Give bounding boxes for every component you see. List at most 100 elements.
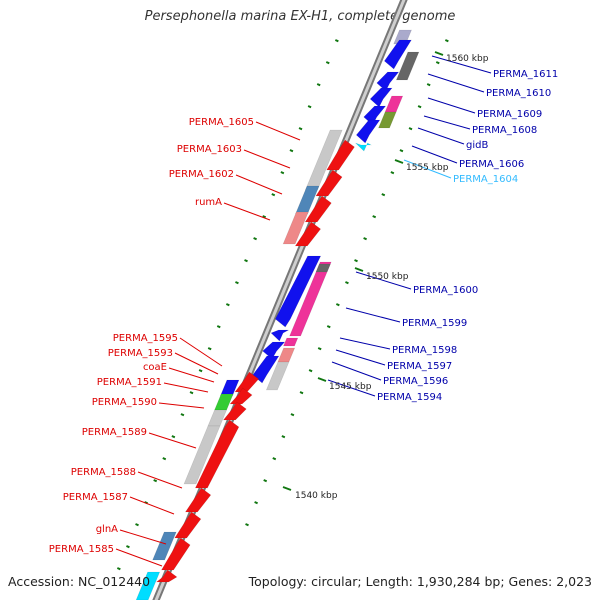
gene-perma-1602[interactable]: [315, 169, 343, 197]
gene-perma-1599[interactable]: [289, 261, 332, 337]
tick-mark: [354, 259, 358, 263]
gene-perma-1609[interactable]: [384, 95, 404, 113]
gene-label-perma-1589[interactable]: PERMA_1589: [82, 427, 147, 438]
tick-mark: [116, 567, 121, 571]
gene-label-perma-1609[interactable]: PERMA_1609: [477, 109, 542, 120]
gene-label-perma-1599[interactable]: PERMA_1599: [402, 318, 467, 329]
gene-perma-1610[interactable]: [395, 51, 420, 81]
tick-mark: [254, 501, 258, 505]
gene-perma-1608[interactable]: [378, 111, 397, 129]
gene-perma-1606[interactable]: [355, 119, 381, 144]
gene-perma-1588[interactable]: [184, 487, 212, 513]
gene-perma-1604[interactable]: [355, 142, 373, 152]
topology-text: Topology: circular; Length: 1,930,284 bp…: [248, 574, 592, 589]
kbp-label-1555: 1555 kbp: [406, 163, 449, 173]
kbp-label-1540: 1540 kbp: [295, 491, 338, 501]
gene-label-perma-1606[interactable]: PERMA_1606: [459, 159, 524, 170]
gene-perma-1603[interactable]: [326, 139, 355, 171]
gene-perma-1587[interactable]: [174, 511, 202, 539]
gene-label-perma-1598[interactable]: PERMA_1598: [392, 345, 457, 356]
leader-glna: [119, 529, 167, 545]
gene-perma-1611[interactable]: [383, 39, 412, 70]
gene-label-perma-1604[interactable]: PERMA_1604: [453, 174, 518, 185]
label-leaders: [115, 55, 492, 567]
gene-perma-1598[interactable]: [270, 329, 289, 342]
gene-perma-1594-b[interactable]: [265, 361, 290, 391]
gene-perma-1585[interactable]: [135, 571, 161, 600]
leader-coae: [168, 367, 215, 383]
gene-perma-1600[interactable]: [274, 255, 322, 328]
gene-perma-1589[interactable]: [194, 419, 240, 489]
tick-mark: [253, 237, 257, 241]
leader-perma-1590: [158, 402, 205, 409]
gene-perma-1589-b[interactable]: [183, 425, 221, 485]
gene-right-small-b[interactable]: [369, 87, 393, 108]
gene-label-perma-1602[interactable]: PERMA_1602: [169, 169, 234, 180]
tick-mark: [235, 281, 239, 285]
gene-perma-1605[interactable]: [304, 129, 343, 191]
leader-perma-1608: [423, 115, 471, 130]
gene-label-perma-1608[interactable]: PERMA_1608: [472, 125, 537, 136]
leader-perma-1611: [431, 55, 492, 74]
gene-label-perma-1597[interactable]: PERMA_1597: [387, 361, 452, 372]
tick-mark: [281, 435, 286, 439]
gene-perma-1590[interactable]: [222, 401, 247, 421]
right-gene-labels: PERMA_1611 PERMA_1610 PERMA_1609 PERMA_1…: [377, 69, 558, 403]
tick-mark: [189, 391, 194, 395]
gene-coae[interactable]: [229, 387, 253, 405]
gene-label-perma-1587[interactable]: PERMA_1587: [63, 492, 128, 503]
tick-mark: [426, 83, 431, 87]
gene-perma-1594[interactable]: [252, 355, 280, 384]
gene-perma-1596-b[interactable]: [277, 347, 296, 363]
tick-mark: [271, 193, 276, 197]
gene-label-perma-1590[interactable]: PERMA_1590: [92, 397, 157, 408]
tick-mark: [390, 171, 395, 175]
gene-ruma[interactable]: [304, 195, 332, 223]
leader-perma-1609: [427, 97, 476, 114]
gene-label-perma-1610[interactable]: PERMA_1610: [486, 88, 551, 99]
accession-text: Accession: NC_012440: [8, 574, 151, 589]
gene-label-perma-1596[interactable]: PERMA_1596: [383, 376, 448, 387]
tick-mark: [335, 303, 340, 307]
gene-perma-1596[interactable]: [262, 341, 286, 360]
leader-perma-1605: [255, 121, 301, 141]
gene-label-perma-1595[interactable]: PERMA_1595: [113, 333, 178, 344]
gene-label-glna[interactable]: glnA: [96, 524, 118, 535]
gene-perma-1590-b[interactable]: [207, 409, 228, 427]
gene-perma-1591[interactable]: [214, 393, 234, 411]
gene-perma-1595[interactable]: [234, 371, 260, 393]
tick-mark: [126, 545, 130, 549]
leader-ruma: [223, 202, 271, 221]
gene-label-perma-1603[interactable]: PERMA_1603: [177, 144, 242, 155]
gene-perma-1597[interactable]: [283, 337, 299, 347]
gene-perma-1585-b[interactable]: [155, 569, 178, 583]
tick-mark: [307, 105, 312, 109]
gene-label-perma-1588[interactable]: PERMA_1588: [71, 467, 136, 478]
gene-glna[interactable]: [152, 531, 177, 561]
kbp-markers: 1560 kbp 1555 kbp 1550 kbp 1545 kbp 1540…: [282, 51, 489, 501]
gene-label-gidb[interactable]: gidB: [466, 140, 488, 151]
gene-label-ruma[interactable]: rumA: [195, 197, 222, 208]
right-tick-row: [245, 39, 449, 527]
tick-mark: [263, 479, 268, 483]
tick-mark: [381, 193, 386, 197]
gene-perma-1593[interactable]: [219, 379, 240, 397]
gene-label-perma-1605[interactable]: PERMA_1605: [189, 117, 254, 128]
gene-right-small-a[interactable]: [376, 71, 400, 92]
tick-mark: [162, 457, 167, 461]
gene-label-perma-1593[interactable]: PERMA_1593: [108, 348, 173, 359]
gene-left-upper-e[interactable]: [294, 221, 322, 247]
gene-ruma-light[interactable]: [282, 211, 309, 245]
tick-mark: [444, 39, 449, 43]
gene-label-perma-1611[interactable]: PERMA_1611: [493, 69, 558, 80]
gene-label-perma-1594[interactable]: PERMA_1594: [377, 392, 442, 403]
tick-mark: [317, 347, 322, 351]
gene-glna-b[interactable]: [160, 537, 191, 571]
gene-label-perma-1585[interactable]: PERMA_1585: [49, 544, 114, 555]
gene-label-coae[interactable]: coaE: [143, 362, 167, 373]
gene-label-perma-1600[interactable]: PERMA_1600: [413, 285, 478, 296]
gene-perma-1599-cap[interactable]: [315, 263, 331, 273]
tick-mark: [245, 523, 249, 527]
gene-label-perma-1591[interactable]: PERMA_1591: [97, 377, 162, 388]
